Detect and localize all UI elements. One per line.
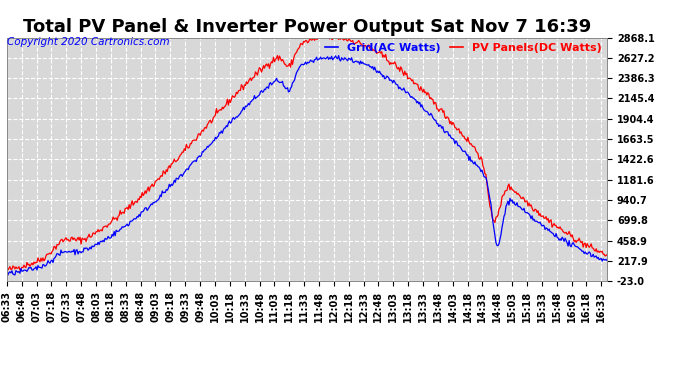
Legend: Grid(AC Watts), PV Panels(DC Watts): Grid(AC Watts), PV Panels(DC Watts) — [325, 43, 602, 53]
Text: Copyright 2020 Cartronics.com: Copyright 2020 Cartronics.com — [7, 37, 170, 47]
Title: Total PV Panel & Inverter Power Output Sat Nov 7 16:39: Total PV Panel & Inverter Power Output S… — [23, 18, 591, 36]
